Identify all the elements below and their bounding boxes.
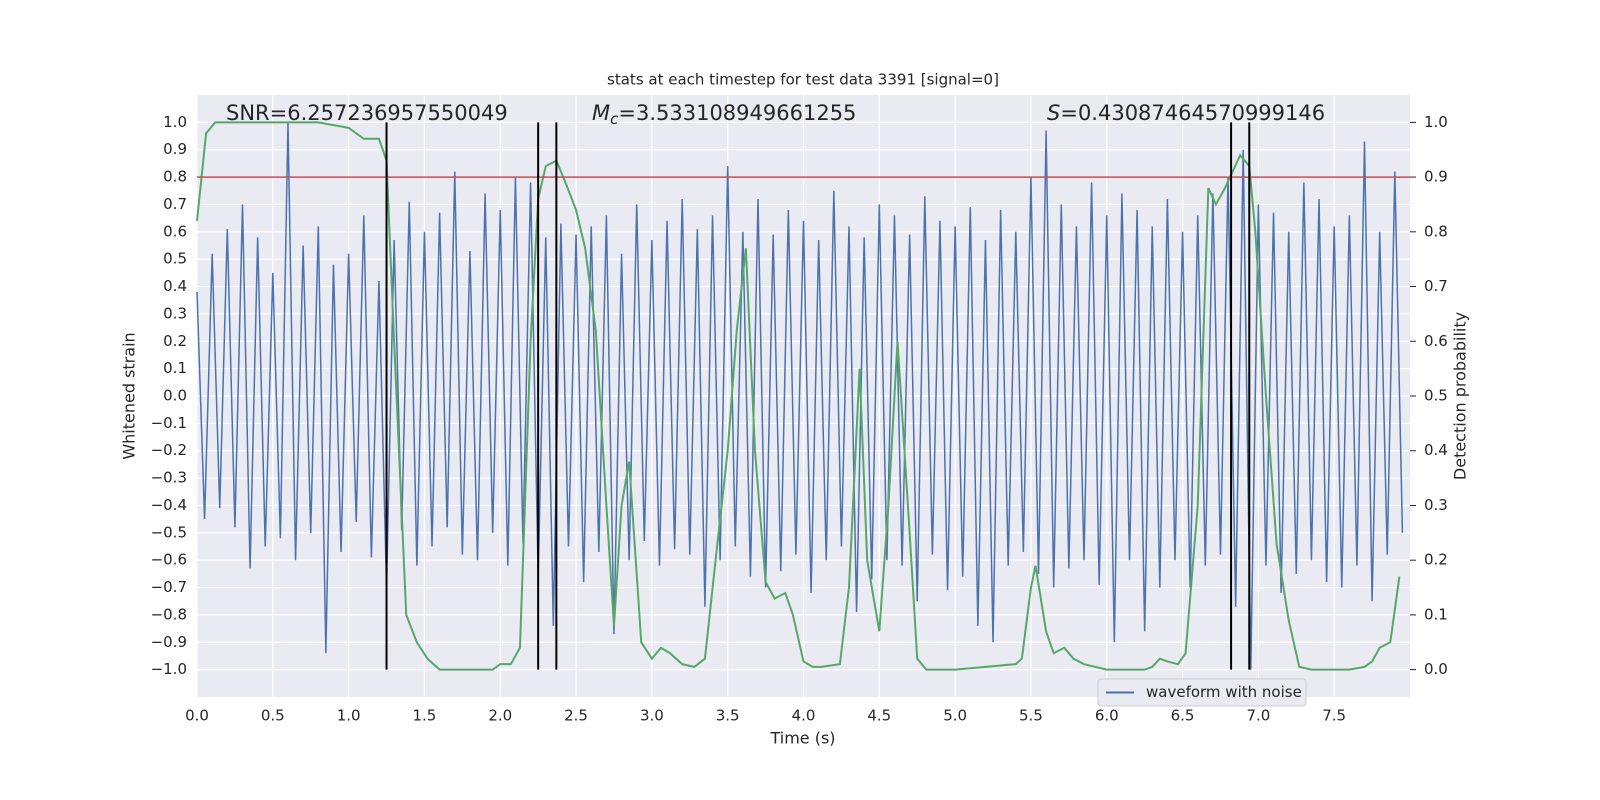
x-tick-label: 1.0 xyxy=(337,707,361,725)
x-tick-label: 5.0 xyxy=(943,707,967,725)
y-tick-label: −1.0 xyxy=(151,660,187,678)
x-tick-label: 2.5 xyxy=(564,707,588,725)
annotation-subscript: c xyxy=(610,110,619,128)
y2-tick-label: 0.4 xyxy=(1424,441,1448,459)
y-tick-label: 0.5 xyxy=(163,250,187,268)
y2-tick-label: 0.7 xyxy=(1424,277,1448,295)
x-tick-label: 7.0 xyxy=(1246,707,1270,725)
annotation-text: =3.533108949661255 xyxy=(618,101,856,125)
y-tick-label: 0.9 xyxy=(163,140,187,158)
legend-box xyxy=(1097,678,1307,707)
x-tick-label: 6.5 xyxy=(1171,707,1195,725)
annotation: SNR=6.257236957550049 xyxy=(226,101,508,125)
y-tick-label: 0.8 xyxy=(163,168,187,186)
y-tick-label: 0.1 xyxy=(163,359,187,377)
y-tick-label: 0.3 xyxy=(163,304,187,322)
y-tick-label: −0.7 xyxy=(151,578,187,596)
x-tick-label: 6.0 xyxy=(1095,707,1119,725)
chart-title: stats at each timestep for test data 339… xyxy=(607,71,999,89)
y-tick-label: 0.6 xyxy=(163,222,187,240)
y-tick-label: 0.0 xyxy=(163,387,187,405)
y-tick-label: −0.3 xyxy=(151,469,187,487)
y2-axis-label: Detection probability xyxy=(1451,312,1470,480)
x-tick-label: 2.0 xyxy=(488,707,512,725)
x-tick-label: 4.5 xyxy=(867,707,891,725)
y-tick-label: 0.2 xyxy=(163,332,187,350)
annotation-text: SNR=6.257236957550049 xyxy=(226,101,508,125)
y-tick-label: −0.9 xyxy=(151,633,187,651)
annotation: Mc=3.533108949661255 xyxy=(592,101,856,128)
x-tick-label: 5.5 xyxy=(1019,707,1043,725)
y-tick-label: 0.4 xyxy=(163,277,187,295)
y-tick-label: −0.1 xyxy=(151,414,187,432)
y2-tick-label: 0.1 xyxy=(1424,605,1448,623)
y2-tick-label: 0.8 xyxy=(1424,222,1448,240)
x-tick-label: 0.5 xyxy=(261,707,285,725)
y-tick-label: −0.8 xyxy=(151,605,187,623)
x-tick-label: 7.5 xyxy=(1322,707,1346,725)
y2-tick-label: 0.5 xyxy=(1424,387,1448,405)
y-tick-label: −0.6 xyxy=(151,551,187,569)
y-axis-label: Whitened strain xyxy=(120,332,139,459)
y2-tick-label: 0.3 xyxy=(1424,496,1448,514)
y-tick-label: 1.0 xyxy=(163,113,187,131)
annotation-symbol: S xyxy=(1047,101,1060,125)
annotation: S=0.43087464570999146 xyxy=(1047,101,1325,125)
y-tick-label: −0.5 xyxy=(151,523,187,541)
y2-tick-label: 0.0 xyxy=(1424,660,1448,678)
probability-line xyxy=(196,121,1401,671)
legend-label: waveform with noise xyxy=(1146,683,1302,701)
x-tick-label: 1.5 xyxy=(413,707,437,725)
y2-tick-label: 0.6 xyxy=(1424,332,1448,350)
y-tick-label: 0.7 xyxy=(163,195,187,213)
x-tick-label: 0.0 xyxy=(185,707,209,725)
annotation-text: =0.43087464570999146 xyxy=(1060,101,1325,125)
y-tick-label: −0.4 xyxy=(151,496,187,514)
x-tick-label: 3.0 xyxy=(640,707,664,725)
y2-tick-label: 0.9 xyxy=(1424,168,1448,186)
y-tick-label: −0.2 xyxy=(151,441,187,459)
x-tick-label: 3.5 xyxy=(716,707,740,725)
annotation-symbol: M xyxy=(592,101,610,125)
y2-tick-label: 1.0 xyxy=(1424,113,1448,131)
x-tick-label: 4.0 xyxy=(792,707,816,725)
x-axis-label: Time (s) xyxy=(769,729,835,748)
y2-tick-label: 0.2 xyxy=(1424,551,1448,569)
